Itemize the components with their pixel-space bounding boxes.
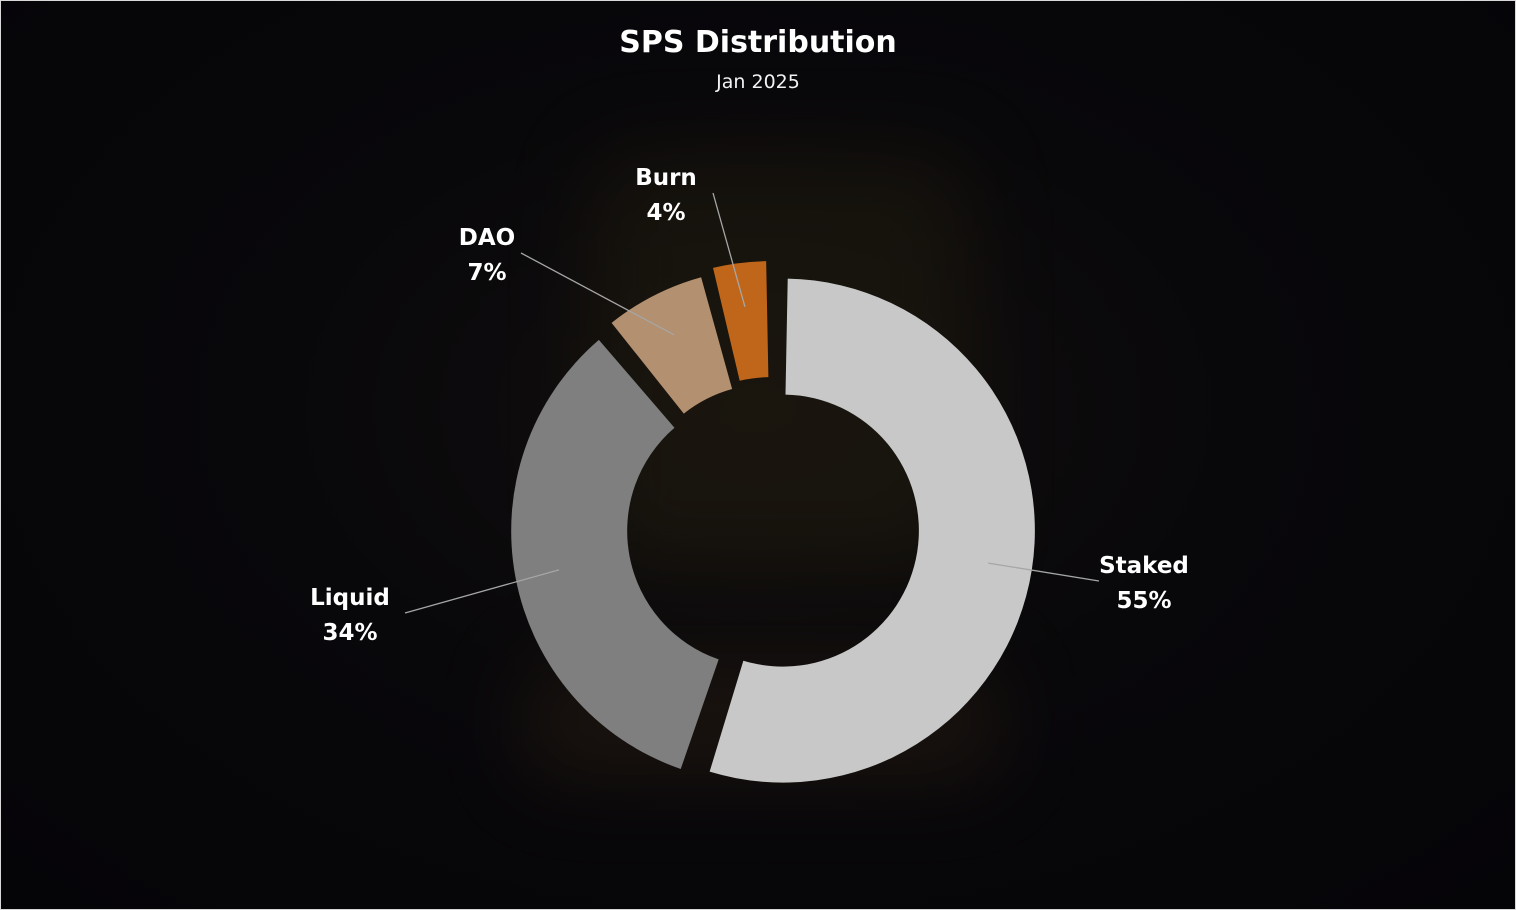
leader-line-burn [712,192,746,308]
slice-dao [611,277,733,414]
data-label-dao-value: 7% [467,260,506,286]
leader-line-staked [988,562,1100,582]
leader-line-dao [520,252,675,336]
leader-line-liquid [404,569,560,614]
data-label-liquid-name: Liquid [310,585,390,611]
chart-subtitle: Jan 2025 [716,71,800,93]
leader-line-group [404,192,1100,614]
slice-liquid [511,339,719,770]
slice-burn [713,261,769,381]
chart-title: SPS Distribution [619,25,897,60]
slice-group [511,261,1035,783]
data-label-burn-name: Burn [635,165,697,191]
slice-staked [709,278,1035,783]
data-label-staked-name: Staked [1099,553,1189,579]
data-label-staked-value: 55% [1116,588,1171,614]
data-label-burn-value: 4% [646,200,685,226]
data-label-liquid-value: 34% [322,620,377,646]
data-label-dao-name: DAO [459,225,515,251]
label-group: Staked 55% Liquid 34% DAO 7% Burn 4% [310,165,1189,646]
